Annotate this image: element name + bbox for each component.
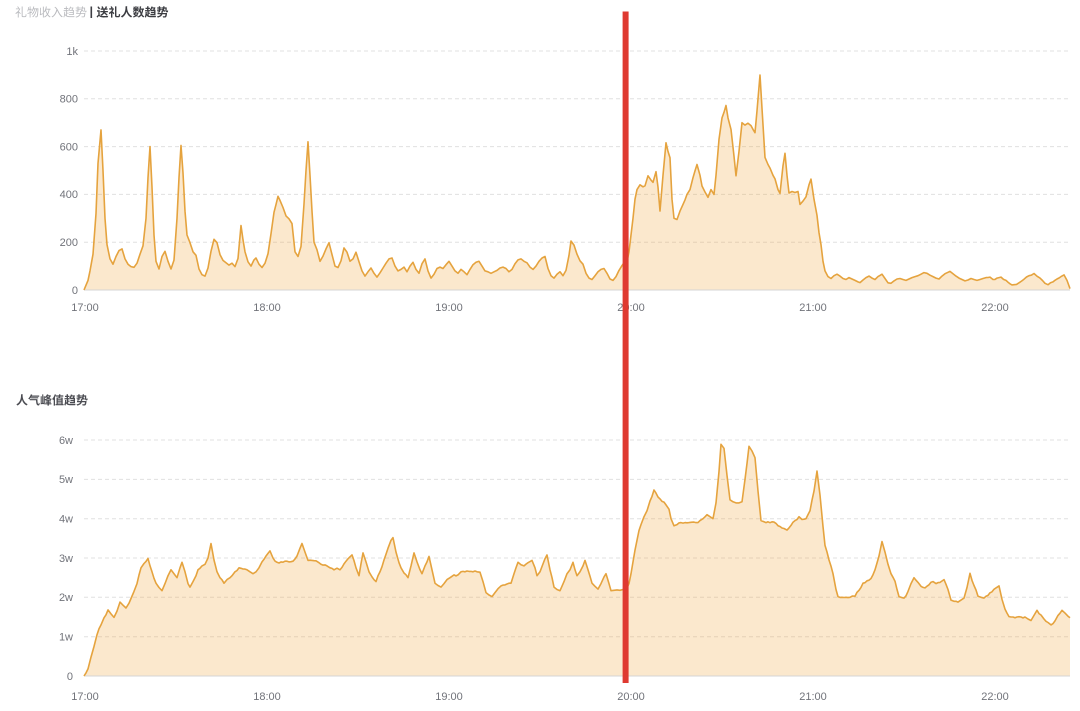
svg-text:21:00: 21:00 (799, 691, 827, 703)
svg-text:800: 800 (60, 94, 78, 106)
svg-text:19:00: 19:00 (435, 302, 463, 314)
svg-text:17:00: 17:00 (71, 691, 99, 703)
svg-text:21:00: 21:00 (799, 302, 827, 314)
svg-text:600: 600 (60, 141, 78, 153)
svg-text:22:00: 22:00 (981, 302, 1009, 314)
svg-text:18:00: 18:00 (253, 691, 281, 703)
svg-text:18:00: 18:00 (253, 302, 281, 314)
svg-text:1k: 1k (66, 46, 78, 58)
svg-text:6w: 6w (59, 435, 73, 447)
svg-text:3w: 3w (59, 553, 73, 565)
svg-text:200: 200 (60, 237, 78, 249)
svg-text:17:00: 17:00 (71, 302, 99, 314)
svg-text:20:00: 20:00 (617, 691, 645, 703)
svg-text:0: 0 (67, 671, 73, 683)
svg-text:5w: 5w (59, 474, 73, 486)
svg-text:20:00: 20:00 (617, 302, 645, 314)
svg-text:4w: 4w (59, 514, 73, 526)
svg-text:1w: 1w (59, 632, 73, 644)
svg-text:2w: 2w (59, 592, 73, 604)
svg-text:400: 400 (60, 189, 78, 201)
svg-text:19:00: 19:00 (435, 691, 463, 703)
svg-text:0: 0 (72, 285, 78, 297)
svg-text:22:00: 22:00 (981, 691, 1009, 703)
